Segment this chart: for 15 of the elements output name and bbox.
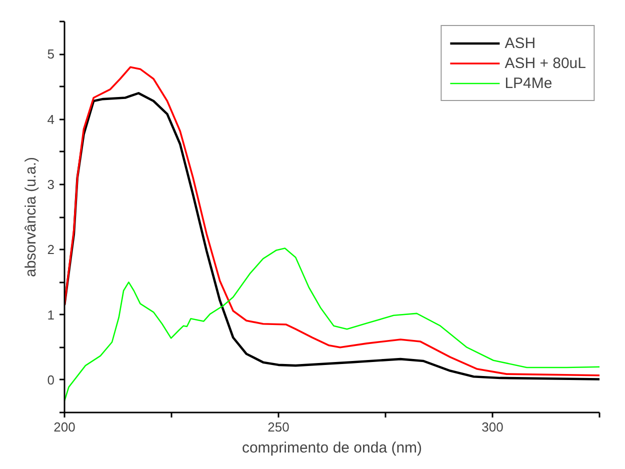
y-tick-label: 4 — [47, 112, 55, 127]
x-tick-label: 200 — [54, 420, 76, 434]
y-tick-label: 2 — [47, 242, 55, 258]
y-tick-label: 1 — [47, 307, 55, 322]
y-tick-label: 0 — [47, 372, 55, 388]
x-tick-label: 250 — [268, 420, 290, 434]
legend-label: ASH + 80uL — [504, 54, 586, 72]
legend-label: LP4Me — [504, 74, 552, 92]
y-axis-title: absorvância (u.a.) — [22, 156, 40, 278]
x-axis-title: comprimento de onda (nm) — [242, 440, 422, 456]
x-tick-label: 300 — [482, 420, 504, 434]
legend-label: ASH — [504, 34, 536, 52]
y-tick-label: 5 — [47, 46, 55, 62]
line-series — [64, 248, 600, 402]
y-tick-label: 3 — [47, 176, 55, 192]
